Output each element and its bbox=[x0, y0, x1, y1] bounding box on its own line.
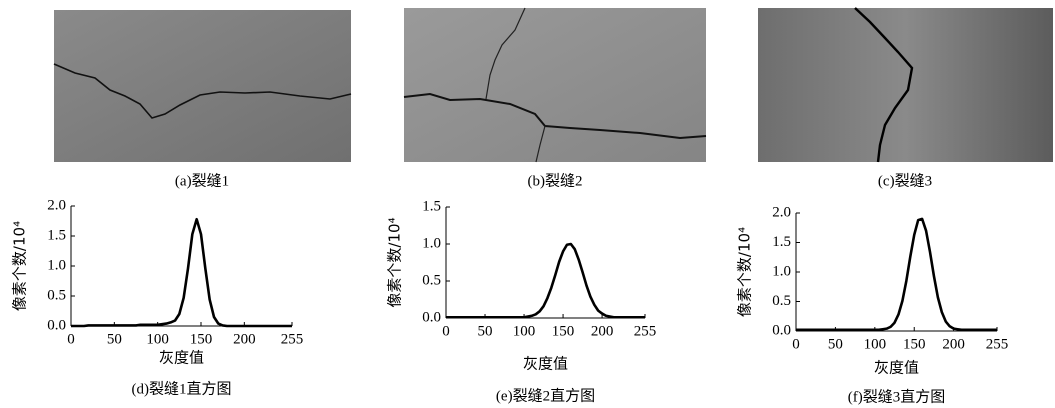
y-axis-label: 像素个数/10⁴ bbox=[736, 227, 754, 317]
x-tick-label: 50 bbox=[478, 323, 493, 339]
caption: (a)裂缝1 bbox=[175, 172, 229, 189]
y-tick-label: 0.0 bbox=[47, 317, 66, 333]
y-tick-label: 2.0 bbox=[47, 197, 66, 213]
x-tick-label: 0 bbox=[792, 336, 800, 352]
x-axis-label: 灰度值 bbox=[523, 355, 568, 373]
chart-caption: (e)裂缝2直方图 bbox=[496, 387, 595, 404]
y-axis-label: 像素个数/10⁴ bbox=[11, 221, 29, 311]
x-tick-label: 255 bbox=[634, 323, 657, 339]
photo-b bbox=[404, 8, 706, 162]
x-axis-label: 灰度值 bbox=[159, 349, 204, 367]
y-tick-label: 1.5 bbox=[772, 234, 791, 250]
histogram-line bbox=[796, 219, 997, 330]
y-tick-label: 0.5 bbox=[772, 293, 791, 309]
x-axis-label: 灰度值 bbox=[874, 359, 919, 377]
y-tick-label: 1.5 bbox=[422, 198, 441, 214]
x-tick-label: 50 bbox=[107, 331, 122, 347]
y-tick-label: 0.5 bbox=[47, 287, 66, 303]
x-tick-label: 255 bbox=[986, 336, 1009, 352]
x-tick-label: 200 bbox=[233, 331, 256, 347]
x-tick-label: 100 bbox=[146, 331, 169, 347]
x-tick-label: 50 bbox=[828, 336, 843, 352]
caption: (c)裂缝3 bbox=[878, 172, 932, 189]
x-tick-label: 0 bbox=[67, 331, 75, 347]
y-tick-label: 1.5 bbox=[47, 227, 66, 243]
photo-a bbox=[54, 10, 351, 162]
y-tick-label: 1.0 bbox=[422, 235, 441, 251]
y-tick-label: 0.0 bbox=[772, 322, 791, 338]
x-tick-label: 150 bbox=[903, 336, 926, 352]
histogram-line bbox=[446, 244, 645, 317]
histogram-line bbox=[71, 219, 292, 326]
caption: (b)裂缝2 bbox=[528, 172, 583, 189]
chart-caption: (d)裂缝1直方图 bbox=[132, 380, 232, 397]
x-tick-label: 100 bbox=[513, 323, 536, 339]
figure: (a)裂缝1 (b)裂缝2 (c)裂缝3 0.0 0.5 1.0 1.5 2.0 0 50 1… bbox=[0, 0, 1055, 408]
x-tick-label: 200 bbox=[591, 323, 614, 339]
x-tick-label: 150 bbox=[190, 331, 213, 347]
x-tick-label: 200 bbox=[942, 336, 965, 352]
photo-c bbox=[758, 8, 1053, 162]
y-tick-label: 0.5 bbox=[422, 272, 441, 288]
y-tick-label: 0.0 bbox=[422, 309, 441, 325]
x-tick-label: 100 bbox=[864, 336, 887, 352]
y-tick-label: 1.0 bbox=[47, 257, 66, 273]
y-tick-label: 1.0 bbox=[772, 263, 791, 279]
y-axis-label: 像素个数/10⁴ bbox=[386, 217, 404, 307]
chart-caption: (f)裂缝3直方图 bbox=[848, 388, 946, 405]
x-tick-label: 150 bbox=[552, 323, 575, 339]
y-tick-label: 2.0 bbox=[772, 204, 791, 220]
x-tick-label: 255 bbox=[281, 331, 304, 347]
x-tick-label: 0 bbox=[442, 323, 450, 339]
